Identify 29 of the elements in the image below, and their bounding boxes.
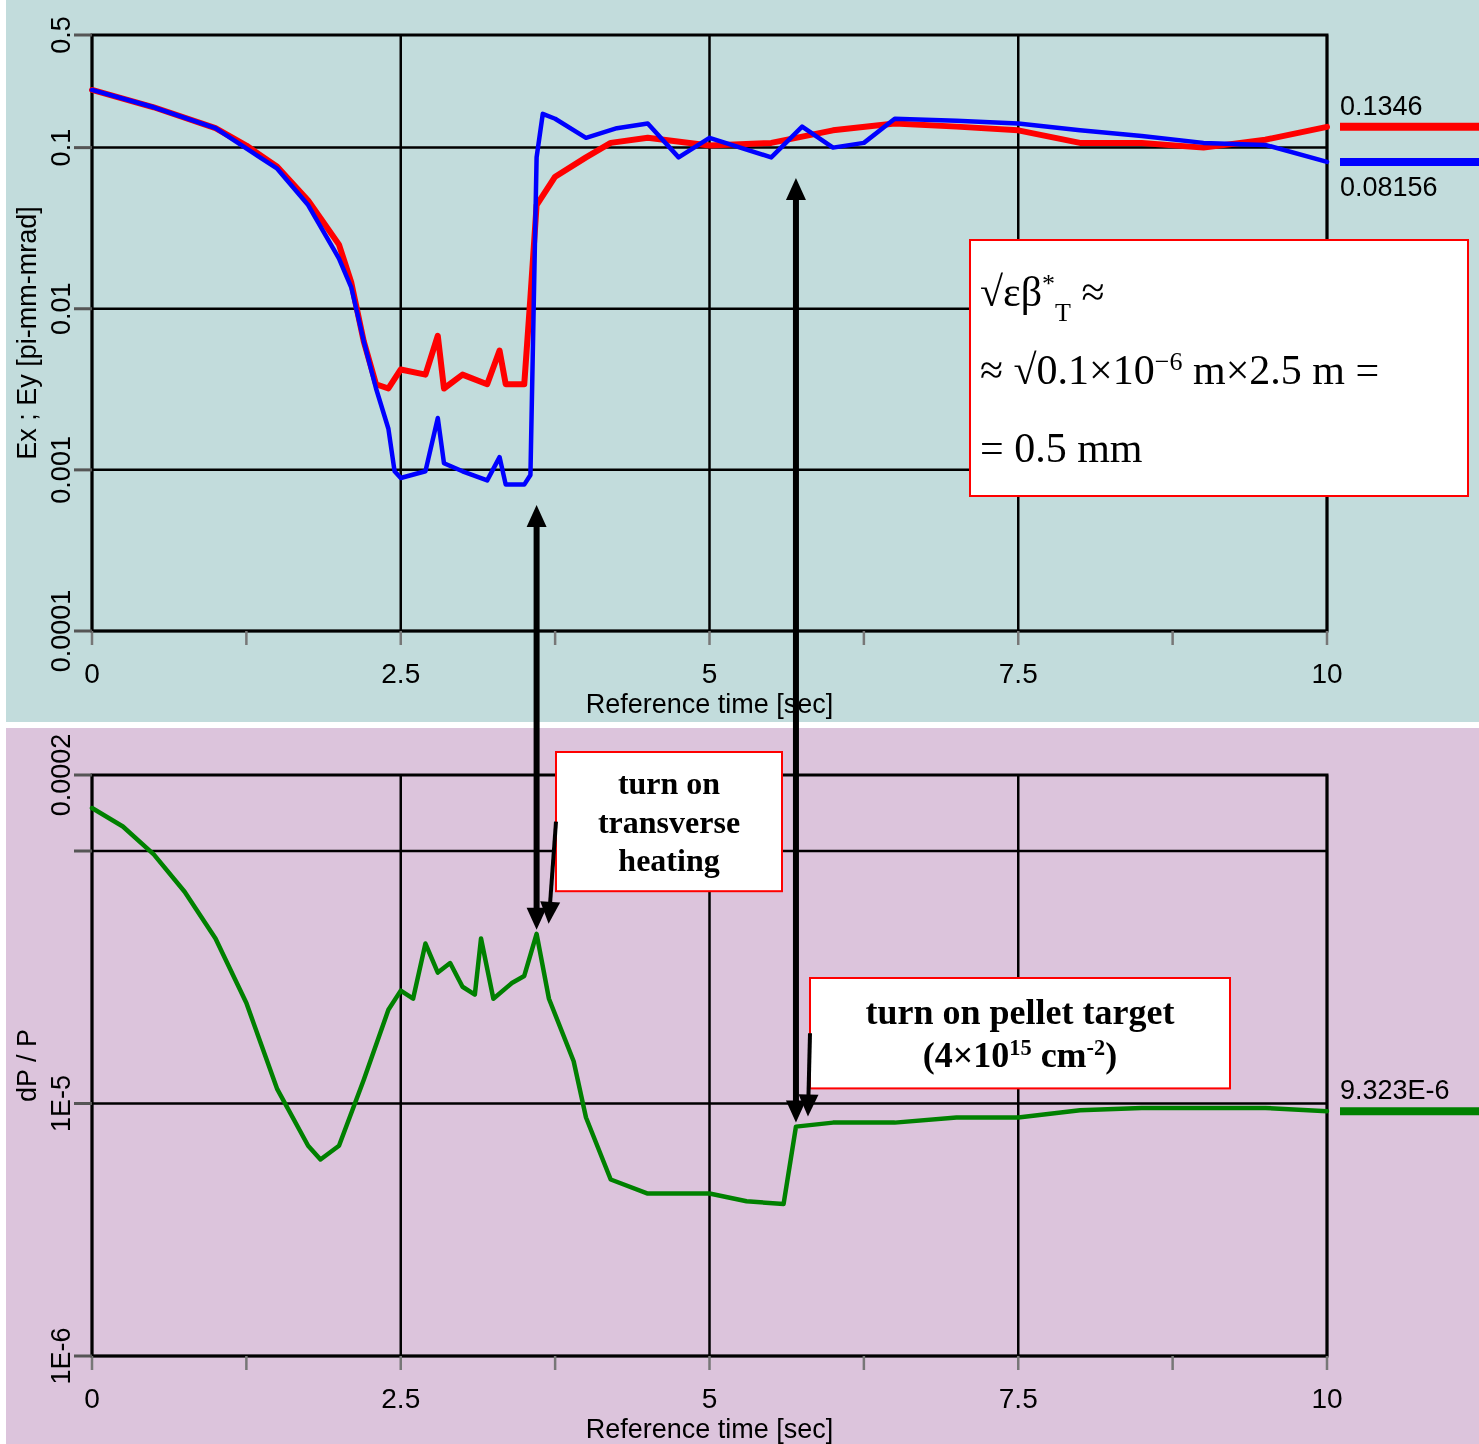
x-tick-label: 7.5: [998, 1383, 1038, 1414]
y-tick-label: 1E-5: [46, 1074, 76, 1133]
y-tick-label: 0.01: [46, 282, 76, 336]
x-tick-label: 2.5: [381, 658, 421, 689]
annotation: = 0.5 mm: [980, 425, 1143, 471]
x-tick-label: 0: [84, 1383, 100, 1414]
y-axis-title: dP / P: [12, 1028, 42, 1103]
x-tick-label: 5: [701, 658, 718, 689]
x-tick-label: 2.5: [381, 1383, 421, 1414]
x-tick-label: 5: [701, 1383, 718, 1414]
y-tick-label: 0.5: [46, 16, 76, 54]
x-axis-title: Reference time [sec]: [585, 1414, 834, 1444]
data-label: 9.323E-6: [1340, 1075, 1450, 1106]
annotation: ≈ √0.1×10$^{−6}$ m×2.5 m =: [980, 346, 1380, 393]
y-tick-label: 1E-6: [46, 1327, 76, 1385]
data-label: 0.08156: [1340, 171, 1438, 202]
data-label: 0.1346: [1340, 90, 1423, 121]
annotation: √εβ$^{*}$$_{T}$ ≈: [980, 268, 1105, 327]
y-tick-label: 0.1: [46, 128, 76, 167]
y-tick-label: 0.0001: [46, 589, 76, 673]
y-tick-label: 0.0002: [46, 733, 76, 817]
x-tick-label: 10: [1311, 1383, 1343, 1414]
y-tick-label: 0.001: [46, 436, 76, 504]
x-tick-label: 10: [1311, 658, 1343, 689]
annotation: turn on pellet target (4×10$^{15}$ cm$^{-2}$): [865, 992, 1175, 1076]
x-tick-label: 0: [84, 658, 100, 689]
y-axis-title: Ex ; Ey [pi-mm-mrad]: [12, 206, 42, 460]
annotation: turn on transverse heating: [597, 765, 741, 879]
x-tick-label: 7.5: [998, 658, 1038, 689]
